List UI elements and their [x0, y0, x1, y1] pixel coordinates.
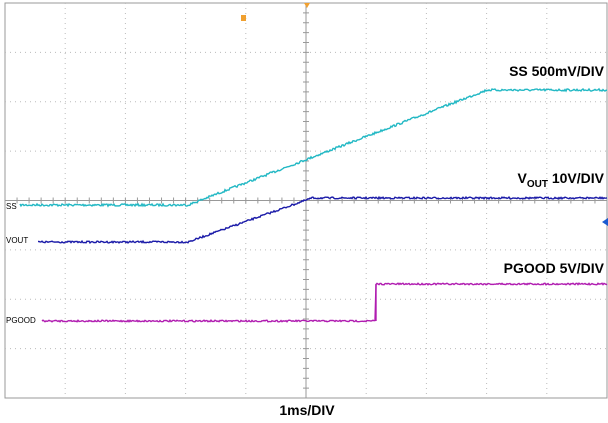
vout-sub: OUT [527, 179, 548, 190]
vout-trace [38, 195, 608, 244]
vout-scale: VOUT 10V/DIV [518, 170, 605, 190]
vout-v: V [518, 170, 528, 186]
pgood-trace [41, 282, 608, 323]
pgood-label: PGOOD [6, 316, 36, 325]
ss-label: SS [6, 202, 17, 211]
trigger-position [304, 3, 310, 8]
ss-scale: SS 500mV/DIV [509, 63, 605, 79]
trigger-marker [241, 15, 246, 21]
pgood-scale: PGOOD 5V/DIV [504, 260, 605, 276]
ss-trace [19, 87, 608, 208]
traces [19, 87, 608, 323]
trigger-level [602, 218, 608, 226]
vout-rest: 10V/DIV [548, 170, 605, 186]
vout-label: VOUT [6, 236, 28, 245]
timebase: 1ms/DIV [279, 402, 335, 418]
